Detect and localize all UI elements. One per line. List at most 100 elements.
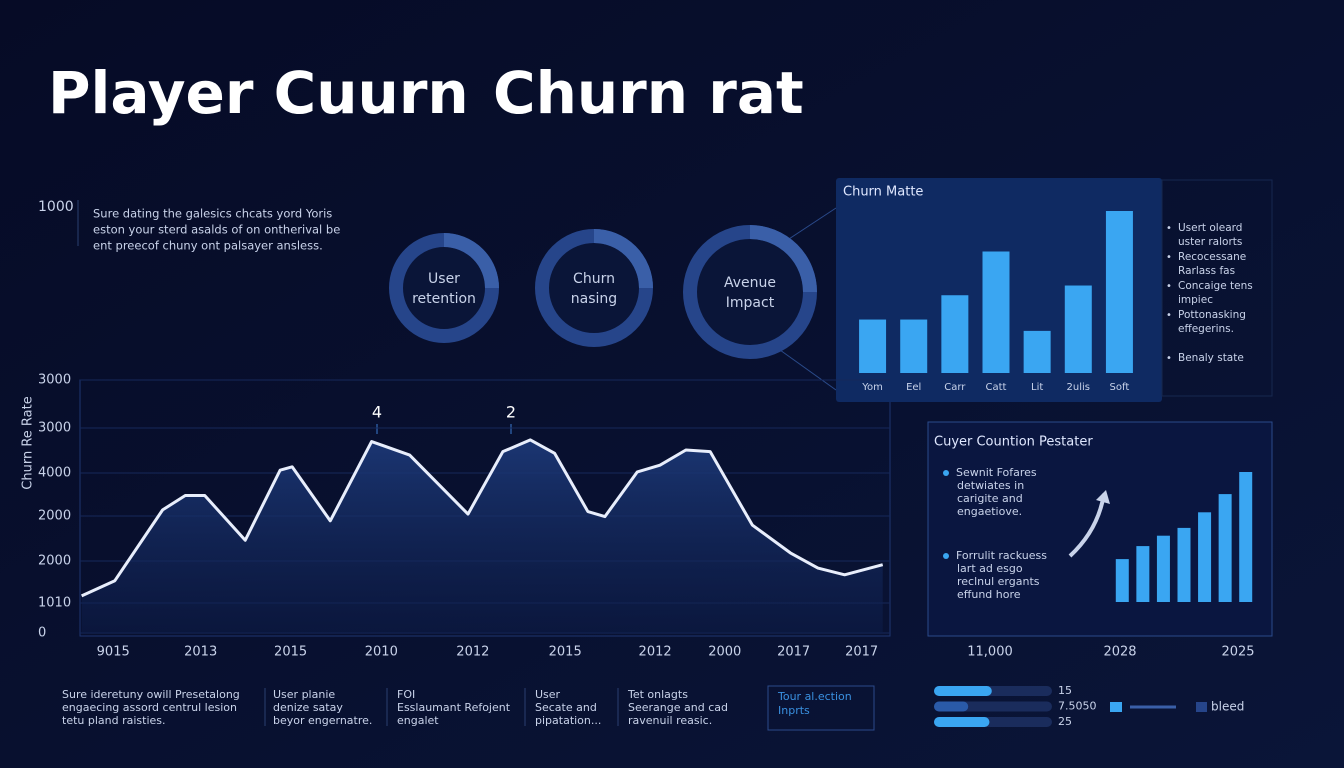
title: Player Cuurn [48, 59, 469, 127]
intro-number: 1000 [38, 199, 74, 215]
y-tick-label: 1010 [38, 595, 71, 610]
panel-title: Churn Matte [843, 185, 923, 200]
bar [941, 295, 969, 373]
progress-label: 7.5050 [1058, 700, 1097, 713]
side-note: impiec [1178, 294, 1213, 306]
side-note: effegerins. [1178, 323, 1234, 335]
panel-title: Cuyer Countion Pestater [934, 435, 1093, 450]
annotation: 4 [372, 403, 382, 422]
progress-label: 25 [1058, 715, 1072, 728]
bullet [943, 553, 949, 559]
ring-arc [749, 225, 817, 293]
bar [982, 251, 1010, 373]
note: Seerange and cad [628, 701, 728, 714]
bullet: • [1166, 310, 1172, 321]
x-tick-label: 2015 [549, 645, 582, 660]
note: User [535, 688, 561, 701]
legend-label: bleed [1211, 700, 1244, 714]
line [80, 438, 884, 598]
y-tick-label: 3000 [38, 420, 71, 435]
note: Sure ideretuny owill Presetalong [62, 688, 240, 701]
bullet [943, 470, 949, 476]
side-note: Benaly state [1178, 352, 1244, 364]
ring-label: retention [412, 291, 476, 307]
note: pipatation... [535, 714, 601, 727]
ring-label: Churn [573, 271, 615, 287]
title: Churn rat [493, 59, 804, 127]
bar [1198, 512, 1212, 602]
x-tick-label: 2013 [184, 645, 217, 660]
x-tick-label: 2ulis [1067, 382, 1090, 393]
x-tick-label: Catt [986, 382, 1007, 393]
x-tick-label: Soft [1110, 382, 1130, 393]
arrow-head [1096, 490, 1110, 504]
bullet-text: effund hore [957, 588, 1021, 601]
connector [779, 349, 837, 391]
x-tick-label: Yom [861, 382, 883, 393]
button-label[interactable]: Tour al.ection [777, 690, 852, 703]
x-tick-label: Carr [944, 382, 966, 393]
button-label[interactable]: Inprts [778, 704, 810, 717]
note: beyor engernatre. [273, 714, 372, 727]
bullet-text: Forrulit rackuess [956, 549, 1047, 562]
bullet: • [1166, 353, 1172, 364]
axis-label: 2028 [1103, 645, 1136, 660]
y-tick-label: 4000 [38, 466, 71, 481]
ring-label: User [428, 271, 460, 287]
y-tick-label: 2000 [38, 553, 71, 568]
progress-bar [934, 717, 990, 727]
note: User planie [273, 688, 335, 701]
intro-text: Sure dating the galesics chcats yord Yor… [93, 207, 332, 221]
legend-swatch [1110, 702, 1122, 712]
button[interactable] [767, 685, 875, 731]
x-tick-label: Lit [1031, 382, 1043, 393]
bar [1218, 494, 1232, 602]
progress-bar [934, 701, 969, 712]
x-tick-label: 2017 [845, 645, 878, 660]
side-note: Pottonasking [1178, 309, 1246, 321]
x-tick-label: Eel [906, 382, 921, 393]
side-note: Recocessane [1178, 251, 1246, 263]
y-tick-label: 0 [38, 626, 46, 641]
x-tick-label: 2017 [777, 645, 810, 660]
notes-panel [1161, 179, 1273, 397]
area [81, 439, 883, 633]
note: tetu pland raisties. [62, 714, 166, 727]
note: denize satay [273, 701, 343, 714]
axis-label: 11,000 [967, 645, 1013, 660]
note: Secate and [535, 701, 597, 714]
bar [1136, 546, 1150, 602]
y-tick-label: 3000 [38, 373, 71, 388]
note: ravenuil reasic. [628, 714, 712, 727]
x-tick-label: 2015 [274, 645, 307, 660]
x-tick-label: 2010 [365, 645, 398, 660]
annotation: 2 [506, 403, 516, 422]
intro-text: eston your sterd asalds of on ontherival… [93, 223, 340, 237]
intro-text: ent preecof chuny ont palsayer ansless. [93, 239, 323, 253]
progress-label: 15 [1058, 684, 1072, 697]
bar [859, 319, 887, 373]
bullet: • [1166, 223, 1172, 234]
bar [1115, 559, 1129, 602]
bar [1156, 535, 1170, 602]
bullet-text: engaetiove. [957, 505, 1022, 518]
side-note: Rarlass fas [1178, 265, 1235, 277]
legend-swatch [1196, 702, 1207, 712]
ring-label: Avenue [724, 275, 776, 291]
note: engalet [397, 714, 439, 727]
side-note: Usert oleard [1178, 222, 1242, 234]
x-tick-label: 9015 [97, 645, 130, 660]
y-axis-label: Churn Re Rate [21, 396, 36, 489]
side-note: uster ralorts [1178, 236, 1242, 248]
bullet-text: detwiates in [957, 479, 1024, 492]
axis-label: 2025 [1221, 645, 1254, 660]
bar [1105, 211, 1133, 373]
bar [900, 319, 928, 373]
y-tick-label: 2000 [38, 509, 71, 524]
note: Tet onlagts [627, 688, 688, 701]
note: engaecing assord centrul lesion [62, 701, 237, 714]
x-tick-label: 2012 [639, 645, 672, 660]
bar [1023, 330, 1051, 373]
